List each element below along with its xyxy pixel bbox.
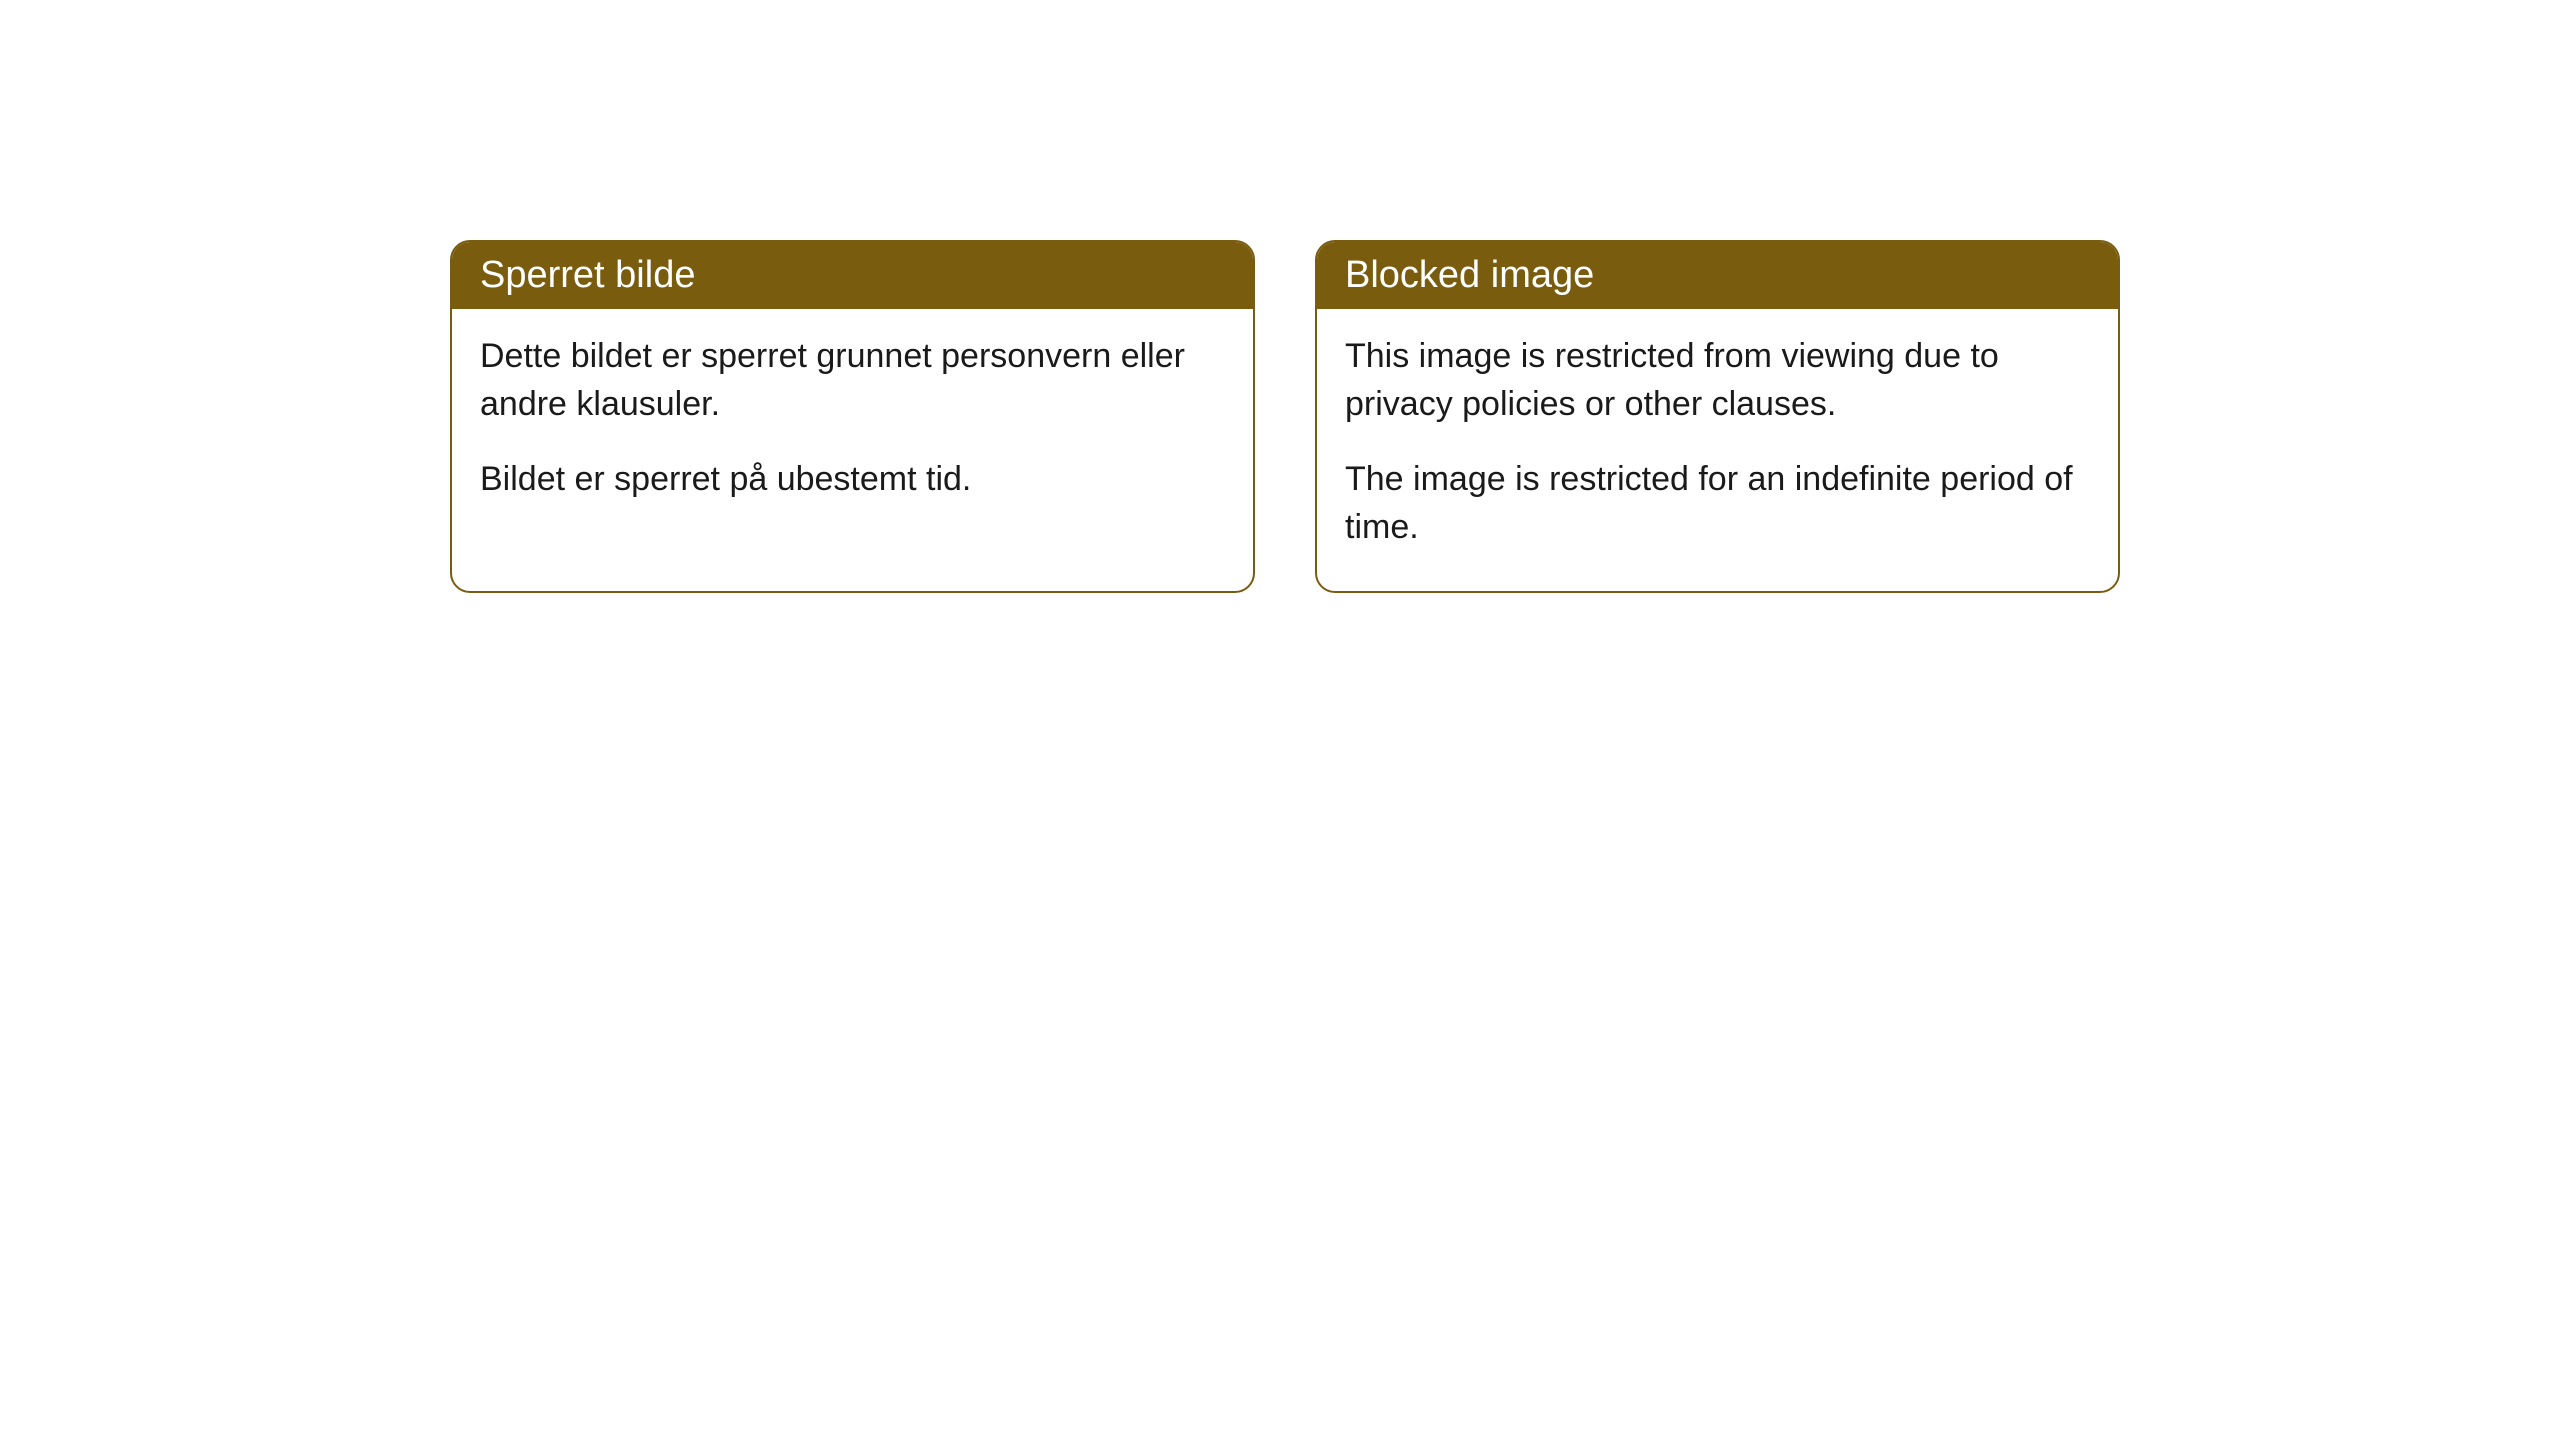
card-header-english: Blocked image — [1317, 242, 2118, 309]
blocked-image-card-english: Blocked image This image is restricted f… — [1315, 240, 2120, 593]
notice-paragraph-2: The image is restricted for an indefinit… — [1345, 456, 2090, 551]
notice-cards-container: Sperret bilde Dette bildet er sperret gr… — [450, 240, 2560, 593]
notice-paragraph-1: Dette bildet er sperret grunnet personve… — [480, 333, 1225, 428]
card-title: Sperret bilde — [480, 254, 695, 296]
notice-paragraph-1: This image is restricted from viewing du… — [1345, 333, 2090, 428]
blocked-image-card-norwegian: Sperret bilde Dette bildet er sperret gr… — [450, 240, 1255, 593]
notice-paragraph-2: Bildet er sperret på ubestemt tid. — [480, 456, 1225, 504]
card-body-english: This image is restricted from viewing du… — [1317, 309, 2118, 591]
card-body-norwegian: Dette bildet er sperret grunnet personve… — [452, 309, 1253, 544]
card-title: Blocked image — [1345, 254, 1594, 296]
card-header-norwegian: Sperret bilde — [452, 242, 1253, 309]
